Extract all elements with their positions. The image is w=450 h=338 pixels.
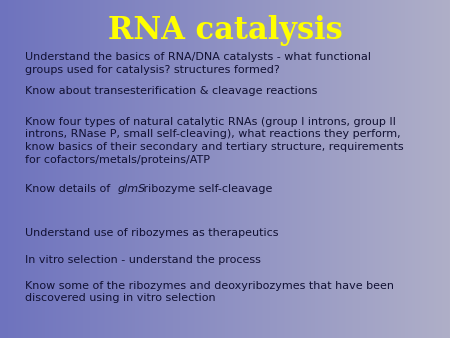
Text: Know some of the ribozymes and deoxyribozymes that have been
discovered using in: Know some of the ribozymes and deoxyribo…	[25, 281, 394, 303]
Text: ribozyme self-cleavage: ribozyme self-cleavage	[140, 184, 273, 194]
Text: Know four types of natural catalytic RNAs (group I introns, group II
introns, RN: Know four types of natural catalytic RNA…	[25, 117, 403, 165]
Text: Know details of: Know details of	[25, 184, 113, 194]
Text: glmS: glmS	[117, 184, 145, 194]
Text: Know about transesterification & cleavage reactions: Know about transesterification & cleavag…	[25, 86, 317, 96]
Text: In vitro selection - understand the process: In vitro selection - understand the proc…	[25, 255, 261, 265]
Text: RNA catalysis: RNA catalysis	[108, 15, 342, 46]
Text: Understand the basics of RNA/DNA catalysts - what functional
groups used for cat: Understand the basics of RNA/DNA catalys…	[25, 52, 371, 75]
Text: Understand use of ribozymes as therapeutics: Understand use of ribozymes as therapeut…	[25, 228, 278, 238]
